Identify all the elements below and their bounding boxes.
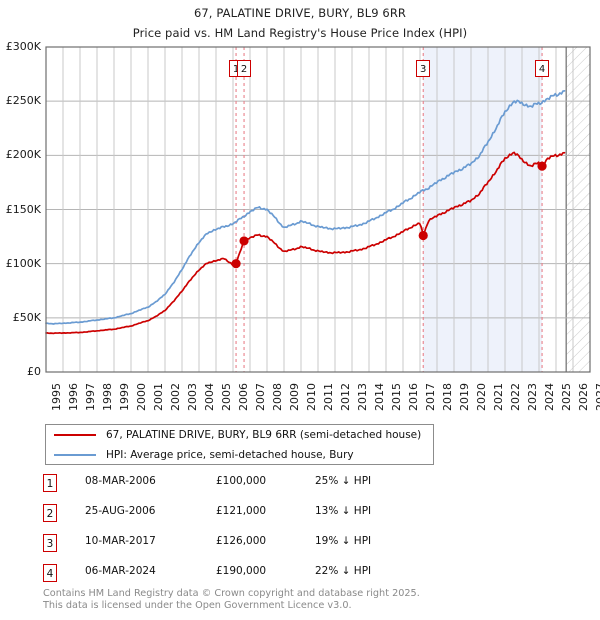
x-axis-tick-label: 2025: [560, 383, 573, 411]
x-axis-tick-label: 2014: [373, 383, 386, 411]
sale-marker-box: 2: [237, 60, 252, 77]
x-axis-tick-label: 2009: [288, 383, 301, 411]
chart-canvas: [45, 46, 591, 373]
sale-index-badge: 4: [43, 564, 57, 582]
x-axis-tick-label: 2022: [509, 383, 522, 411]
y-axis-tick-label: £0: [27, 365, 41, 378]
sales-history-table: 1 08-MAR-2006 £100,000 25% ↓ HPI 2 25-AU…: [43, 472, 443, 592]
x-axis-tick-label: 2013: [356, 383, 369, 411]
x-axis-tick-label: 2023: [526, 383, 539, 411]
sale-date: 10-MAR-2017: [85, 535, 156, 547]
legend-item-property: 67, PALATINE DRIVE, BURY, BL9 6RR (semi-…: [46, 425, 433, 445]
x-axis-tick-label: 2001: [152, 383, 165, 411]
page-subtitle: Price paid vs. HM Land Registry's House …: [132, 26, 468, 40]
sale-price: £190,000: [216, 565, 267, 577]
chart-frame: [45, 46, 591, 373]
x-axis-tick-label: 1997: [84, 383, 97, 411]
x-axis-tick-label: 2021: [492, 383, 505, 411]
page-title: 67, PALATINE DRIVE, BURY, BL9 6RR: [193, 6, 407, 20]
chart-legend: 67, PALATINE DRIVE, BURY, BL9 6RR (semi-…: [45, 424, 434, 465]
table-row: 3 10-MAR-2017 £126,000 19% ↓ HPI: [43, 532, 443, 562]
sale-date: 08-MAR-2006: [85, 475, 156, 487]
sale-hpi-delta: 19% ↓ HPI: [315, 535, 372, 547]
chart-title-block: 67, PALATINE DRIVE, BURY, BL9 6RR Price …: [0, 0, 600, 40]
y-axis-tick-label: £150K: [5, 202, 41, 216]
x-axis-tick-label: 2003: [186, 383, 199, 411]
sale-price: £126,000: [216, 535, 267, 547]
x-axis-tick-label: 2008: [271, 383, 284, 411]
sale-hpi-delta: 13% ↓ HPI: [315, 505, 372, 517]
sale-index-badge: 2: [43, 504, 57, 522]
x-axis-tick-label: 2019: [458, 383, 471, 411]
legend-swatch-property: [54, 434, 96, 436]
chart-series-lines: [45, 90, 566, 335]
table-row: 4 06-MAR-2024 £190,000 22% ↓ HPI: [43, 562, 443, 592]
y-axis-tick-label: £250K: [5, 94, 41, 108]
x-axis-tick-label: 2005: [220, 383, 233, 411]
chart-gridlines: [45, 46, 591, 373]
sale-date: 06-MAR-2024: [85, 565, 156, 577]
y-axis-tick-label: £200K: [5, 148, 41, 162]
sale-marker-box: 4: [535, 60, 550, 77]
x-axis-tick-label: 2026: [577, 383, 590, 411]
x-axis-tick-label: 2011: [322, 383, 335, 411]
sale-hpi-delta: 25% ↓ HPI: [315, 475, 372, 487]
sale-date: 25-AUG-2006: [85, 505, 156, 517]
x-axis-tick-label: 1998: [101, 383, 114, 411]
licence-line: This data is licensed under the Open Gov…: [43, 599, 352, 611]
legend-swatch-hpi: [54, 454, 96, 456]
x-axis-tick-label: 2016: [407, 383, 420, 411]
x-axis-tick-label: 2018: [441, 383, 454, 411]
x-axis-tick-label: 2020: [475, 383, 488, 411]
y-axis-tick-label: £50K: [12, 310, 41, 324]
y-axis-tick-label: £100K: [5, 256, 41, 270]
copyright-line: Contains HM Land Registry data © Crown c…: [43, 588, 420, 599]
x-axis-tick-label: 2024: [543, 383, 556, 411]
sale-price: £100,000: [216, 475, 267, 487]
x-axis-tick-label: 2012: [339, 383, 352, 411]
sale-point-markers: [231, 161, 547, 269]
x-axis-tick-label: 2006: [237, 383, 250, 411]
legend-label-hpi: HPI: Average price, semi-detached house,…: [106, 449, 354, 461]
x-axis-tick-label: 1996: [67, 383, 80, 411]
table-row: 2 25-AUG-2006 £121,000 13% ↓ HPI: [43, 502, 443, 532]
x-axis-tick-label: 2015: [390, 383, 403, 411]
x-axis-tick-label: 2002: [169, 383, 182, 411]
x-axis-tick-label: 2017: [424, 383, 437, 411]
sale-price: £121,000: [216, 505, 267, 517]
x-axis-tick-label: 1995: [50, 383, 63, 411]
sale-index-badge: 3: [43, 534, 57, 552]
legend-item-hpi: HPI: Average price, semi-detached house,…: [46, 445, 433, 465]
x-axis-tick-label: 2004: [203, 383, 216, 411]
table-row: 1 08-MAR-2006 £100,000 25% ↓ HPI: [43, 472, 443, 502]
x-axis-tick-label: 1999: [118, 383, 131, 411]
sale-marker-box: 3: [416, 60, 431, 77]
y-axis-tick-label: £300K: [5, 40, 41, 53]
x-axis-tick-label: 2027: [594, 383, 600, 411]
legend-label-property: 67, PALATINE DRIVE, BURY, BL9 6RR (semi-…: [106, 429, 422, 441]
sale-index-badge: 1: [43, 474, 57, 492]
x-axis-tick-label: 2010: [305, 383, 318, 411]
price-history-chart: £0 £50K £100K £150K £200K £250K £300K 1995 1996…: [5, 40, 600, 411]
x-axis-tick-label: 2007: [254, 383, 267, 411]
sale-hpi-delta: 22% ↓ HPI: [315, 565, 372, 577]
x-axis-tick-label: 2000: [135, 383, 148, 411]
attribution-footer: Contains HM Land Registry data © Crown c…: [43, 588, 563, 611]
